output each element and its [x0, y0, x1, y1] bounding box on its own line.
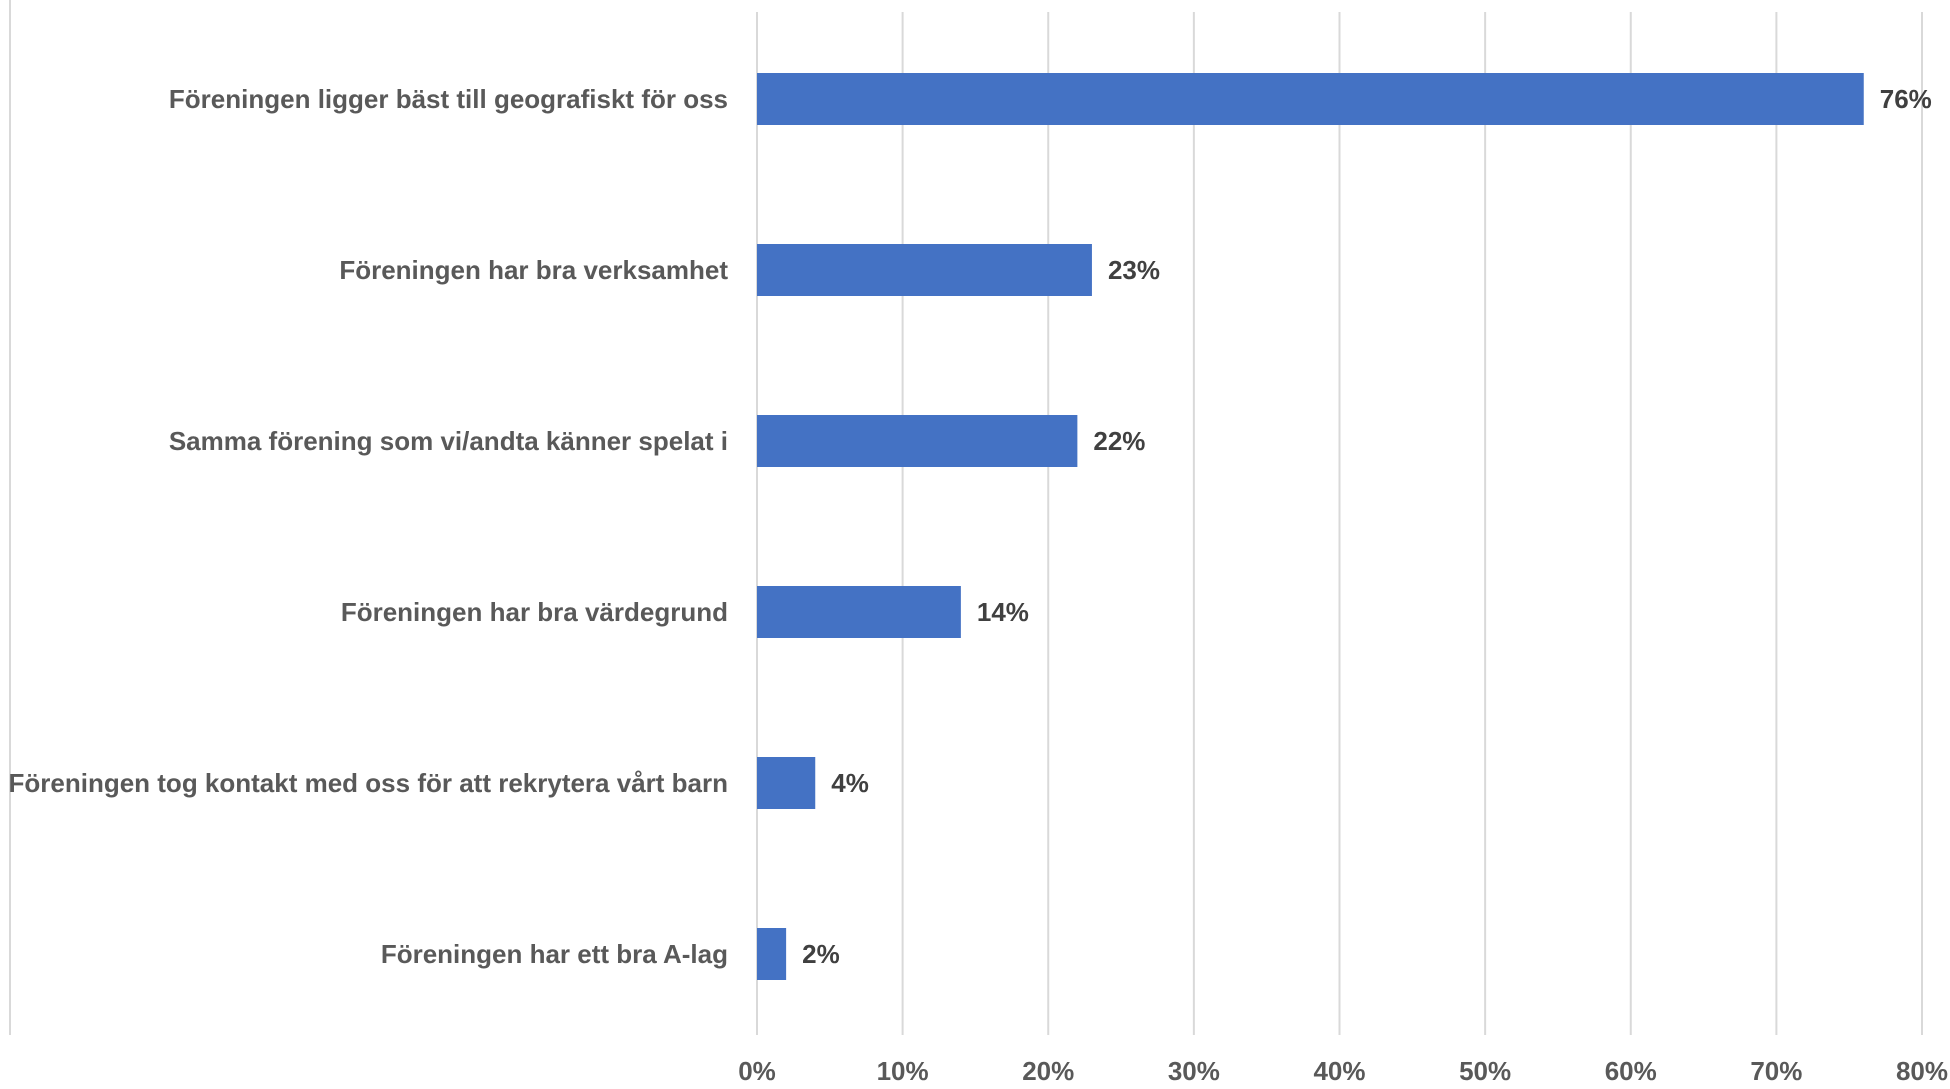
data-label: 22%: [1093, 426, 1145, 456]
data-label: 76%: [1880, 84, 1932, 114]
category-label: Föreningen ligger bäst till geografiskt …: [169, 84, 728, 114]
data-labels: 76% 23% 22% 14% 4% 2%: [802, 84, 1932, 969]
category-label: Föreningen har bra verksamhet: [339, 255, 728, 285]
x-tick-label: 80%: [1896, 1056, 1948, 1086]
gridlines: [756, 12, 1923, 1035]
x-axis-tick-labels: 0% 10% 20% 30% 40% 50% 60% 70% 80%: [738, 1056, 1948, 1086]
category-label: Föreningen tog kontakt med oss för att r…: [9, 768, 729, 798]
bar: [757, 928, 787, 980]
bar: [757, 586, 961, 638]
x-tick-label: 70%: [1750, 1056, 1802, 1086]
bar: [757, 757, 816, 809]
bar: [757, 73, 1864, 125]
category-label: Samma förening som vi/andta känner spela…: [169, 426, 728, 456]
category-labels: Föreningen ligger bäst till geografiskt …: [9, 84, 729, 969]
data-label: 14%: [977, 597, 1029, 627]
data-label: 4%: [831, 768, 869, 798]
x-tick-label: 50%: [1459, 1056, 1511, 1086]
category-label: Föreningen har ett bra A-lag: [381, 939, 728, 969]
x-tick-label: 20%: [1022, 1056, 1074, 1086]
bar: [757, 415, 1078, 467]
x-tick-label: 40%: [1313, 1056, 1365, 1086]
data-label: 2%: [802, 939, 840, 969]
x-tick-label: 30%: [1168, 1056, 1220, 1086]
x-tick-label: 10%: [877, 1056, 929, 1086]
x-tick-label: 0%: [738, 1056, 776, 1086]
bars: [757, 73, 1864, 980]
data-label: 23%: [1108, 255, 1160, 285]
bar: [757, 244, 1092, 296]
x-tick-label: 60%: [1605, 1056, 1657, 1086]
category-label: Föreningen har bra värdegrund: [341, 597, 728, 627]
